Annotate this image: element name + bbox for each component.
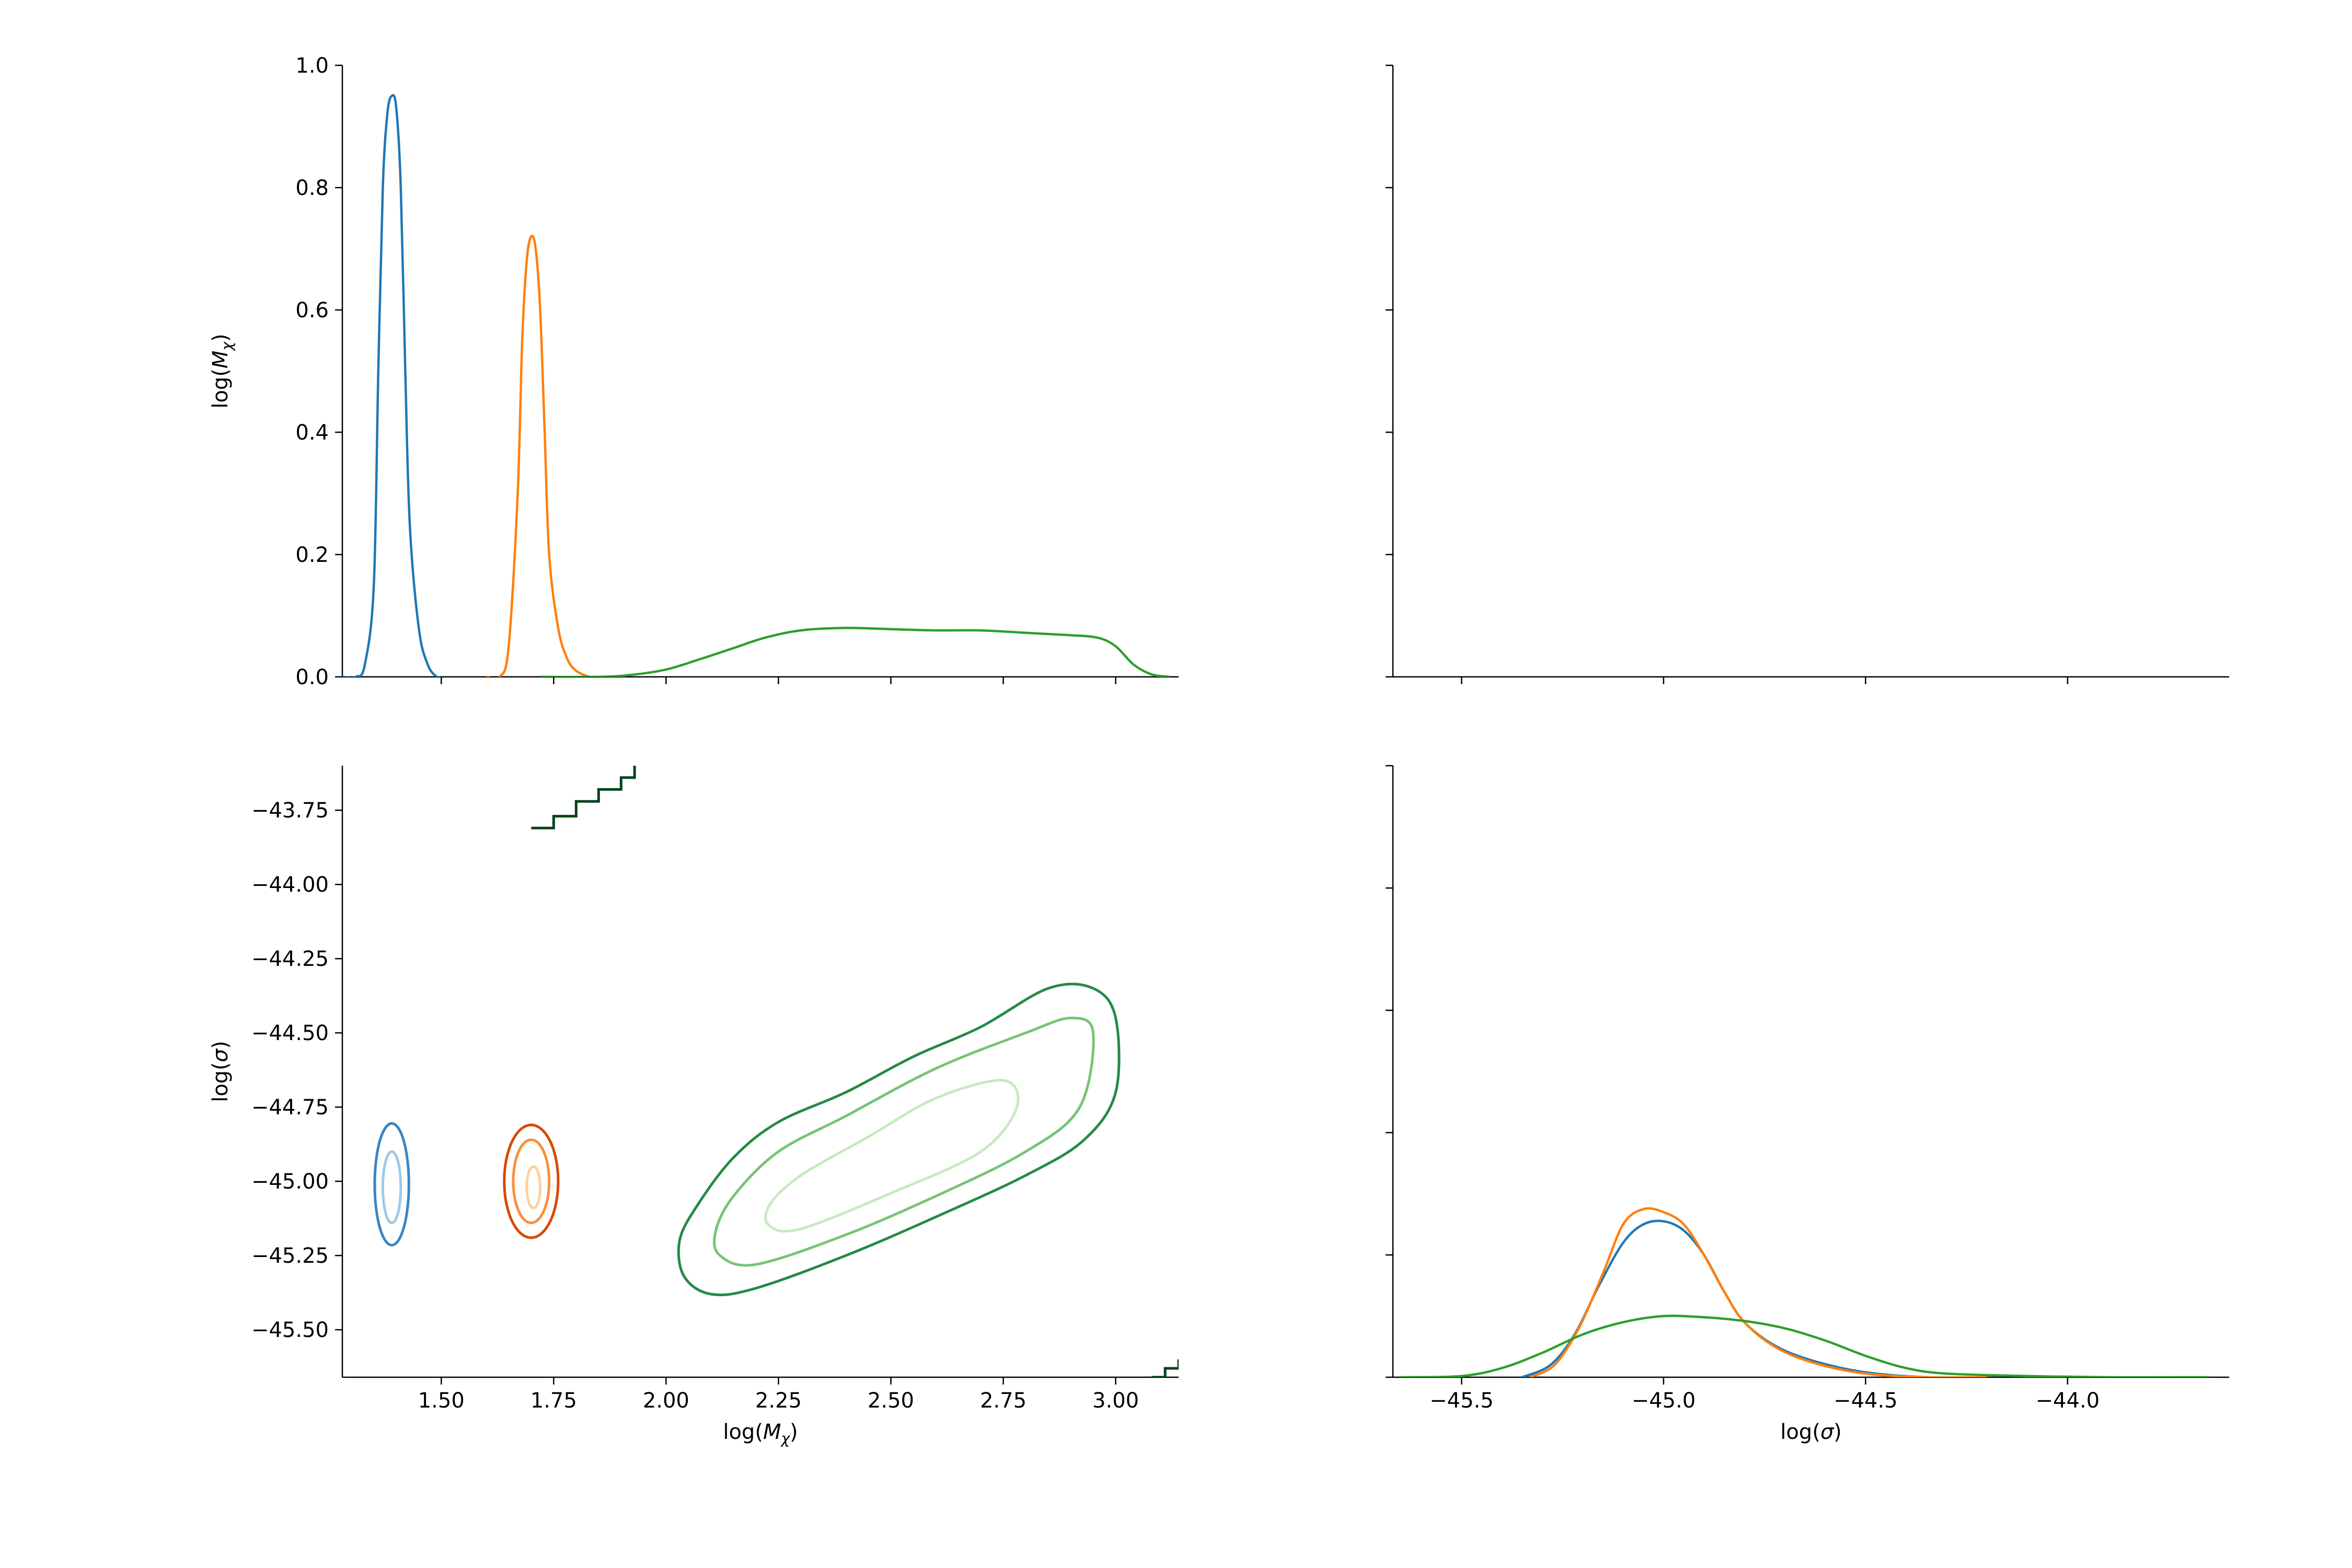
panel-top-right-empty bbox=[1386, 64, 2229, 684]
x-axis-label-prefix: log( bbox=[1780, 1420, 1820, 1444]
x-axis-label: log(σ) bbox=[1780, 1420, 1842, 1444]
y-axis-label-symbol: σ bbox=[209, 1048, 233, 1062]
contour-line bbox=[503, 1123, 560, 1239]
x-tick-label: 2.25 bbox=[755, 1389, 802, 1413]
y-axis-label: log(σ) bbox=[209, 1041, 233, 1102]
y-tick-label: 0.8 bbox=[295, 176, 329, 200]
x-tick-label: 1.75 bbox=[531, 1389, 577, 1413]
y-axis-label-prefix: log( bbox=[209, 1062, 233, 1102]
x-axis-label-symbol: M bbox=[763, 1420, 781, 1444]
x-tick-label: 1.50 bbox=[418, 1389, 465, 1413]
contour-line bbox=[764, 1079, 1020, 1233]
y-axis-label-subscript: χ bbox=[218, 341, 236, 352]
x-tick-label: 2.50 bbox=[868, 1389, 914, 1413]
x-axis-label-subscript: χ bbox=[780, 1430, 790, 1447]
x-axis-label-suffix: ) bbox=[790, 1420, 798, 1444]
plot-area bbox=[373, 766, 1179, 1377]
density-curve-green bbox=[540, 627, 1170, 677]
y-tick-label: 0.2 bbox=[295, 543, 329, 567]
y-axis-label-suffix: ) bbox=[209, 1041, 233, 1049]
x-tick-label: 3.00 bbox=[1092, 1389, 1139, 1413]
y-tick-label: −43.75 bbox=[251, 799, 329, 823]
contour-line bbox=[525, 1165, 541, 1209]
x-axis-label-suffix: ) bbox=[1834, 1420, 1842, 1444]
plot-area bbox=[1401, 1207, 2209, 1377]
x-axis-label-symbol: σ bbox=[1820, 1420, 1835, 1444]
x-tick-label: −44.0 bbox=[2036, 1389, 2100, 1413]
y-tick-label: 0.4 bbox=[295, 421, 329, 445]
x-tick-label: 2.75 bbox=[980, 1389, 1027, 1413]
stray-contour-fragment bbox=[531, 766, 636, 829]
density-curve-blue bbox=[342, 94, 442, 677]
y-tick-label: −44.50 bbox=[251, 1021, 329, 1045]
contour-line bbox=[381, 1150, 402, 1225]
panel-bottom-right-sigma-density: −45.5 −45.0 −44.5 −44.0 log(σ) bbox=[1386, 765, 2229, 1444]
contour-line bbox=[512, 1138, 551, 1225]
plot-area bbox=[342, 94, 1170, 677]
x-axis-label-prefix: log( bbox=[723, 1420, 763, 1444]
y-axis-label-symbol: M bbox=[209, 351, 233, 369]
y-tick-label: −45.00 bbox=[251, 1170, 329, 1194]
x-tick-label: −45.0 bbox=[1632, 1389, 1696, 1413]
y-tick-label: 0.6 bbox=[295, 298, 329, 322]
x-tick-label: −45.5 bbox=[1429, 1389, 1494, 1413]
y-tick-label: −44.00 bbox=[251, 873, 329, 897]
y-axis-label-suffix: ) bbox=[209, 333, 233, 342]
density-curve-orange bbox=[486, 235, 599, 677]
y-tick-label: −45.50 bbox=[251, 1318, 329, 1342]
y-tick-label: 1.0 bbox=[295, 54, 329, 78]
x-tick-label: −44.5 bbox=[1834, 1389, 1898, 1413]
panel-top-left-mass-density: 0.0 0.2 0.4 0.6 0.8 1.0 log(Mχ) bbox=[209, 54, 1179, 689]
stray-contour-fragment bbox=[1151, 1359, 1179, 1377]
density-curve-green bbox=[1401, 1315, 2209, 1377]
x-tick-label: 2.00 bbox=[643, 1389, 689, 1413]
y-tick-label: 0.0 bbox=[295, 665, 329, 689]
contour-line bbox=[712, 1017, 1095, 1267]
x-axis-label: log(Mχ) bbox=[723, 1420, 798, 1447]
y-tick-label: −44.25 bbox=[251, 947, 329, 971]
y-tick-label: −44.75 bbox=[251, 1096, 329, 1120]
y-tick-label: −45.25 bbox=[251, 1244, 329, 1268]
contour-line bbox=[677, 983, 1121, 1297]
density-curve-orange bbox=[1529, 1207, 1987, 1377]
y-axis-label-prefix: log( bbox=[209, 368, 233, 409]
contour-line bbox=[373, 1122, 410, 1247]
y-axis-label: log(Mχ) bbox=[209, 333, 236, 408]
panel-bottom-left-joint-contours: 1.50 1.75 2.00 2.25 2.50 2.75 3.00 −45.50 −45.25… bbox=[209, 766, 1179, 1447]
